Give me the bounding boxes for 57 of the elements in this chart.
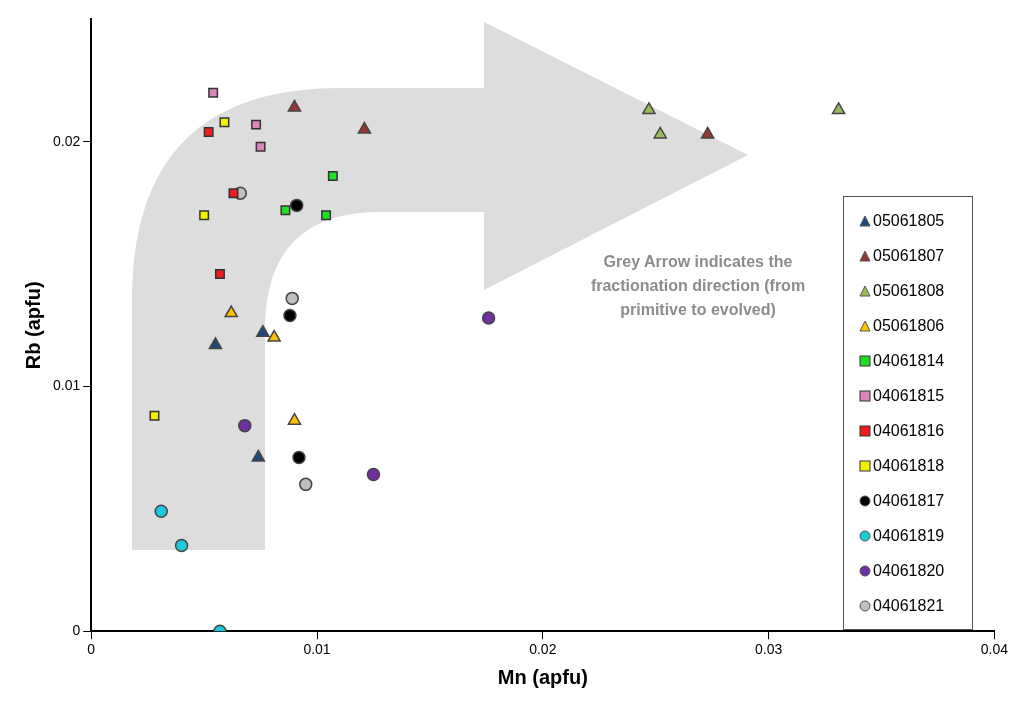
y-tick-label: 0.02 <box>53 132 81 149</box>
legend-label: 04061820 <box>873 561 945 580</box>
y-tick-label: 0.01 <box>53 377 81 394</box>
point <box>203 126 214 137</box>
point <box>251 449 266 462</box>
legend-label: 04061821 <box>873 596 945 615</box>
annotation: Grey Arrow indicates the fractionation direction (from primitive to evolved) <box>589 252 807 320</box>
point <box>283 308 297 323</box>
point <box>287 412 302 425</box>
point <box>321 210 332 221</box>
point <box>238 418 252 433</box>
point <box>292 450 306 465</box>
point <box>357 121 372 134</box>
point <box>366 467 381 482</box>
point <box>208 87 219 98</box>
point <box>642 102 656 115</box>
point <box>224 305 239 318</box>
point <box>653 126 668 139</box>
point <box>280 205 291 216</box>
legend-label: 05061807 <box>873 246 945 265</box>
x-tick-label: 0.02 <box>529 641 557 658</box>
legend-label: 04061817 <box>873 491 945 510</box>
point <box>149 410 160 421</box>
point <box>327 171 338 182</box>
x-tick-label: 0.03 <box>754 641 783 658</box>
point <box>700 126 715 139</box>
legend-label: 05061805 <box>873 211 945 230</box>
point <box>831 102 846 115</box>
point <box>285 291 299 306</box>
legend-label: 05061806 <box>873 316 945 335</box>
legend-label: 04061816 <box>873 421 945 440</box>
x-tick-label: 0 <box>87 641 96 658</box>
point <box>208 337 223 350</box>
legend-label: 05061808 <box>873 281 945 300</box>
point <box>256 324 270 337</box>
point <box>255 141 266 152</box>
point <box>481 311 496 325</box>
x-tick-label: 0.01 <box>303 641 331 658</box>
x-axis-title: Mn (apfu) <box>497 665 588 688</box>
point <box>267 329 281 342</box>
y-tick-label: 0 <box>72 622 81 639</box>
point <box>199 210 210 221</box>
x-tick-label: 0.04 <box>980 641 1009 658</box>
point <box>289 198 304 213</box>
legend-label: 04061818 <box>873 456 945 475</box>
y-axis-title: Rb (apfu) <box>21 281 44 370</box>
legend-label: 04061815 <box>873 386 945 405</box>
legend-label: 04061814 <box>873 351 945 370</box>
legend-label: 04061819 <box>873 526 945 545</box>
point <box>214 268 225 279</box>
point <box>219 117 230 128</box>
point <box>298 477 313 492</box>
point <box>287 99 302 112</box>
point <box>251 119 262 130</box>
point <box>228 188 239 199</box>
point <box>154 504 168 519</box>
point <box>174 538 189 553</box>
